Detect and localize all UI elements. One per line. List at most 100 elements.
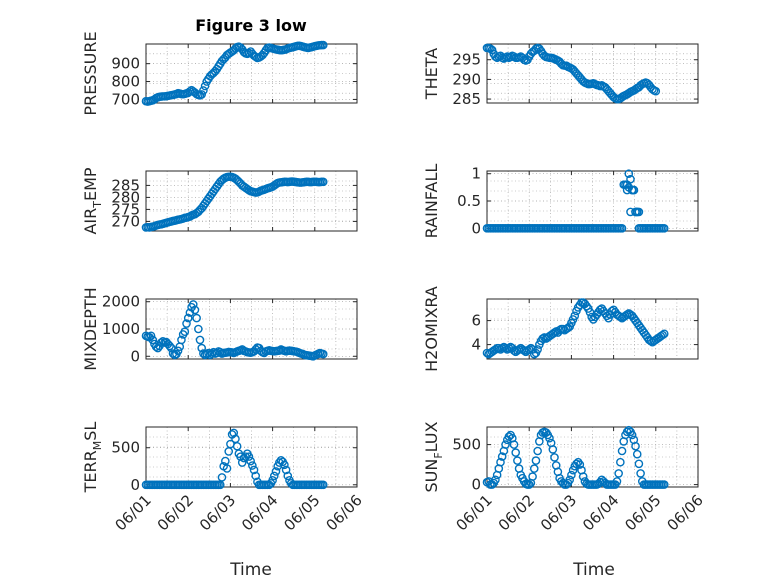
axes-box — [486, 43, 699, 104]
data-point — [528, 472, 537, 481]
data-point — [651, 86, 661, 96]
data-point — [629, 185, 639, 195]
data-point — [173, 346, 183, 356]
data-point — [632, 449, 642, 459]
data-point — [199, 86, 208, 95]
x-tick-label: 06/02 — [154, 491, 197, 534]
y-tick-label: 285 — [111, 176, 140, 194]
y-tick-label: 280 — [111, 188, 140, 206]
data-point — [529, 464, 539, 473]
data-point — [572, 459, 581, 469]
x-tick-label: 06/01 — [453, 491, 496, 534]
data-point — [632, 207, 642, 217]
data-point — [487, 45, 497, 55]
data-point — [491, 475, 500, 485]
data-point — [568, 465, 578, 475]
axes-box — [145, 170, 358, 232]
data-point — [146, 331, 156, 341]
data-point — [567, 470, 576, 480]
data-point — [578, 472, 588, 481]
data-point — [197, 343, 207, 353]
data-point — [318, 349, 328, 359]
data-point — [197, 90, 207, 99]
data-point — [524, 345, 534, 354]
data-point — [229, 428, 239, 438]
y-tick-label: 500 — [111, 439, 140, 457]
data-point — [249, 465, 259, 475]
y-tick-label: 0.5 — [457, 192, 481, 210]
panel-h2omixra: 4 6 H2OMIXRA — [422, 286, 699, 372]
data-point — [533, 446, 542, 456]
y-tick-label: 270 — [111, 212, 140, 230]
y-tick-label: 700 — [111, 90, 140, 108]
x-tick-label: 06/03 — [196, 491, 239, 534]
y-tick-label: 295 — [452, 51, 481, 69]
data-point — [504, 343, 514, 353]
data-point — [524, 480, 534, 489]
axes-box — [145, 43, 358, 104]
data-point — [614, 469, 623, 478]
y-axis-label: TERRMSL — [81, 422, 104, 494]
x-tick-label: 06/04 — [238, 491, 281, 534]
y-tick-label: 6 — [471, 312, 481, 330]
data-point — [550, 328, 559, 337]
data-point — [188, 300, 198, 309]
y-tick-label: 285 — [452, 90, 481, 108]
data-point — [283, 471, 293, 481]
data-point — [222, 464, 232, 473]
data-point — [533, 345, 542, 354]
data-point — [318, 480, 328, 490]
data-point — [248, 461, 257, 470]
data-point — [269, 471, 279, 481]
data-point — [617, 446, 627, 456]
y-tick-label: 0 — [471, 219, 481, 237]
x-tick-label: 06/06 — [323, 491, 366, 534]
data-point — [165, 341, 174, 351]
data-point — [496, 457, 505, 467]
data-point — [659, 329, 669, 339]
data-point — [616, 457, 625, 467]
x-tick-label: 06/03 — [537, 491, 580, 534]
y-tick-label: 290 — [452, 70, 481, 88]
y-tick-label: 0 — [130, 347, 140, 365]
data-point — [268, 476, 277, 485]
data-point — [281, 465, 291, 475]
data-point — [318, 177, 328, 187]
data-point — [659, 480, 669, 489]
data-point — [509, 440, 519, 449]
data-point — [194, 324, 203, 334]
data-point — [634, 459, 644, 469]
data-point — [200, 81, 210, 91]
x-axis-label-right: Time — [572, 560, 615, 580]
y-tick-label: 2000 — [102, 293, 140, 311]
y-tick-label: 800 — [111, 73, 140, 91]
data-point — [627, 430, 637, 440]
x-tick-label: 06/02 — [495, 491, 538, 534]
y-axis-label: H2OMIXRA — [422, 286, 441, 372]
x-tick-label: 06/05 — [280, 491, 323, 534]
y-tick-label: 900 — [111, 55, 140, 73]
data-point — [636, 469, 645, 478]
y-tick-label: 4 — [471, 336, 481, 354]
data-point — [280, 460, 289, 470]
x-axis-label-left: Time — [229, 560, 272, 580]
data-point — [271, 467, 281, 476]
y-tick-label: 275 — [111, 200, 140, 218]
y-tick-label: 1 — [471, 165, 481, 183]
data-point — [622, 310, 632, 319]
data-point — [575, 460, 585, 469]
data-point — [550, 453, 559, 462]
data-point — [177, 335, 186, 345]
data-point — [634, 223, 644, 233]
data-point — [244, 452, 254, 461]
y-tick-label: 500 — [452, 436, 481, 454]
axes-box — [486, 298, 699, 360]
data-point — [246, 456, 255, 466]
data-point — [275, 458, 284, 467]
data-point — [190, 305, 200, 315]
